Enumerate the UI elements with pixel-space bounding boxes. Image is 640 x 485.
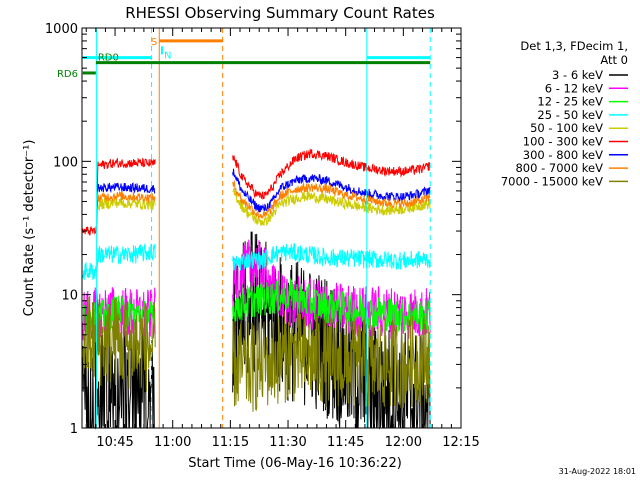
y-axis-label: Count Rate (s⁻¹ detector⁻¹) — [22, 140, 37, 317]
x-tick-label-4: 11:45 — [327, 435, 364, 450]
series-line-5 — [82, 148, 431, 236]
legend-label-1: 6 - 12 keV — [545, 81, 603, 95]
x-tick-label-1: 11:00 — [154, 435, 191, 450]
series-line-7 — [96, 179, 431, 219]
status-bar-label-4: RD0 — [98, 53, 119, 64]
series-line-6 — [96, 168, 431, 213]
legend-header-line-1: Det 1,3, FDecim 1, — [520, 39, 628, 53]
y-tick-label-2: 100 — [53, 155, 78, 170]
legend-header-line-2: Att 0 — [600, 53, 628, 67]
status-bar-label-3: RD6 — [57, 69, 78, 80]
legend-label-7: 800 - 7000 keV — [515, 161, 603, 175]
legend-label-3: 25 - 50 keV — [537, 108, 603, 122]
y-tick-label-3: 1000 — [45, 22, 78, 37]
x-tick-label-5: 12:00 — [385, 435, 422, 450]
series-line-3 — [82, 243, 431, 280]
series-line-8 — [82, 297, 431, 412]
series-layer — [82, 148, 431, 430]
legend-label-8: 7000 - 15000 keV — [501, 174, 603, 188]
series-line-4 — [96, 187, 431, 227]
plot-frame — [81, 27, 462, 429]
status-bar-label-1: S — [151, 37, 157, 48]
x-tick-label-2: 11:15 — [212, 435, 249, 450]
legend-label-6: 300 - 800 keV — [523, 148, 603, 162]
y-tick-label-0: 1 — [70, 422, 78, 437]
x-axis-label: Start Time (06-May-16 10:36:22) — [188, 456, 402, 471]
x-tick-label-3: 11:30 — [269, 435, 306, 450]
legend-label-4: 50 - 100 keV — [530, 121, 603, 135]
footer-timestamp: 31-Aug-2022 18:01 — [559, 467, 636, 476]
legend-label-0: 3 - 6 keV — [552, 68, 603, 82]
legend-label-2: 12 - 25 keV — [537, 95, 603, 109]
chart-title: RHESSI Observing Summary Count Rates — [125, 4, 435, 22]
x-tick-label-0: 10:45 — [96, 435, 133, 450]
legend-label-5: 100 - 300 keV — [523, 135, 603, 149]
y-tick-label-1: 10 — [61, 289, 78, 304]
x-tick-label-6: 12:15 — [442, 435, 479, 450]
marker-layer: SN RD6 RD0 — [57, 28, 431, 428]
status-bar-label-2: N — [164, 50, 171, 61]
axis-layer: 10:45 11:00 11:15 11:30 11:45 12:00 12:15 1 10 10… — [45, 22, 480, 450]
